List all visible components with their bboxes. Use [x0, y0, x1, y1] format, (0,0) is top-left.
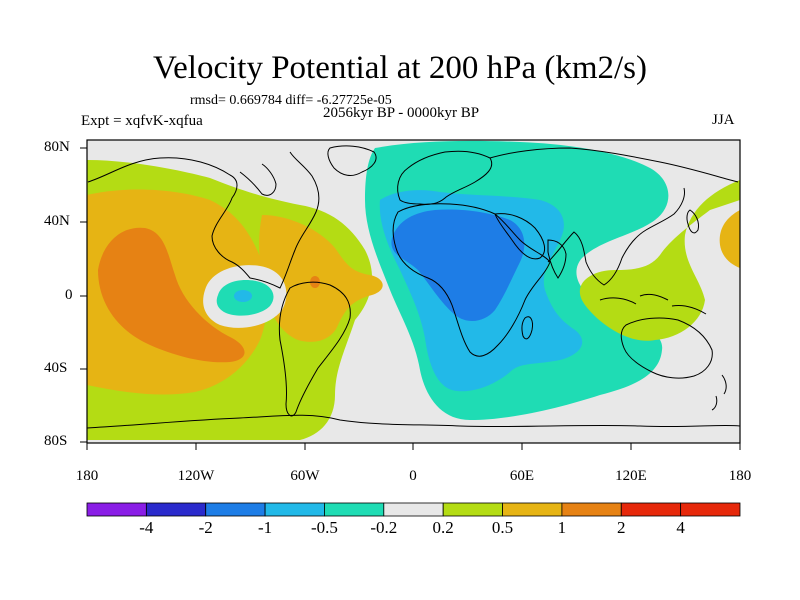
colorbar-label: -4	[139, 518, 154, 537]
colorbar-label: -0.5	[310, 518, 338, 537]
coastline-india	[547, 239, 567, 279]
contour-pos-0-5-atlantic	[259, 215, 383, 342]
coastline-new-zealand	[711, 374, 727, 411]
coastline-north-america	[87, 151, 320, 289]
contour-pos-0-5-west-pacific	[719, 210, 740, 268]
x-tick-label-120e: 120E	[615, 468, 647, 484]
colorbar-label: 0.2	[432, 518, 454, 537]
x-tick-label-60w: 60W	[290, 468, 320, 484]
colorbar-label: 1	[557, 518, 567, 537]
colorbar-box	[502, 502, 563, 517]
colorbar-label: -2	[198, 518, 213, 537]
coastlines	[87, 145, 740, 429]
colorbar-box	[442, 502, 503, 517]
x-tick-label-120w: 120W	[177, 468, 215, 484]
coastline-madagascar	[521, 316, 533, 340]
x-tick-label-180w: 180	[75, 468, 99, 484]
y-tick-label-0: 0	[65, 287, 73, 303]
colorbar	[86, 502, 741, 517]
contour-pos-0-2-island	[649, 266, 667, 276]
coastline-maritime-continent	[599, 293, 707, 315]
colorbar-box	[620, 502, 682, 517]
colorbar-box	[324, 502, 385, 517]
period-label: 2056kyr BP - 0000kyr BP	[323, 105, 480, 121]
coastline-australia	[620, 317, 713, 379]
contour-neg-1-africa	[391, 209, 525, 322]
y-tick-marks	[80, 147, 87, 443]
colorbar-box	[383, 502, 444, 517]
colorbar-label: 2	[617, 518, 626, 537]
plot-title: Velocity Potential at 200 hPa (km2/s)	[152, 50, 648, 86]
coastline-japan	[686, 209, 699, 234]
contour-pos-0-2-west-pacific	[579, 180, 740, 341]
coastline-antarctica	[87, 414, 740, 429]
x-tick-label-0: 0	[409, 468, 417, 484]
y-tick-label-40n: 40N	[44, 213, 70, 229]
contour-pos-1-pacific	[98, 227, 245, 363]
colorbar-box	[680, 502, 741, 517]
colorbar-box	[264, 502, 325, 517]
coastline-hudson-bay	[239, 163, 277, 196]
coastline-africa	[392, 203, 551, 357]
x-tick-label-60e: 60E	[509, 468, 535, 484]
stats-line: rmsd= 0.669784 diff= -6.27725e-05	[190, 93, 392, 108]
colorbar-label: 0.5	[491, 518, 514, 537]
colorbar-box	[145, 502, 207, 517]
coastline-asia	[489, 147, 739, 286]
y-tick-label-40s: 40S	[44, 360, 68, 376]
x-tick-marks	[86, 443, 741, 450]
map-panel	[87, 140, 740, 443]
season-label: JJA	[712, 112, 735, 128]
colorbar-box	[205, 502, 266, 517]
coastline-greenland	[327, 145, 377, 176]
colorbar-label: 4	[676, 518, 685, 537]
colorbar-box	[86, 502, 147, 517]
coastline-europe	[397, 150, 493, 205]
colorbar-box	[561, 502, 622, 517]
experiment-label: Expt = xqfvK-xqfua	[81, 113, 203, 129]
x-tick-label-180e: 180	[728, 468, 752, 484]
y-tick-label-80s: 80S	[44, 433, 68, 449]
y-tick-label-80n: 80N	[44, 139, 70, 155]
colorbar-label: -0.2	[370, 518, 398, 537]
coastline-arabia	[494, 213, 546, 260]
colorbar-label: -1	[257, 518, 273, 537]
contour-neg-0-5-central-america	[234, 290, 252, 302]
coastline-south-america	[278, 281, 351, 417]
